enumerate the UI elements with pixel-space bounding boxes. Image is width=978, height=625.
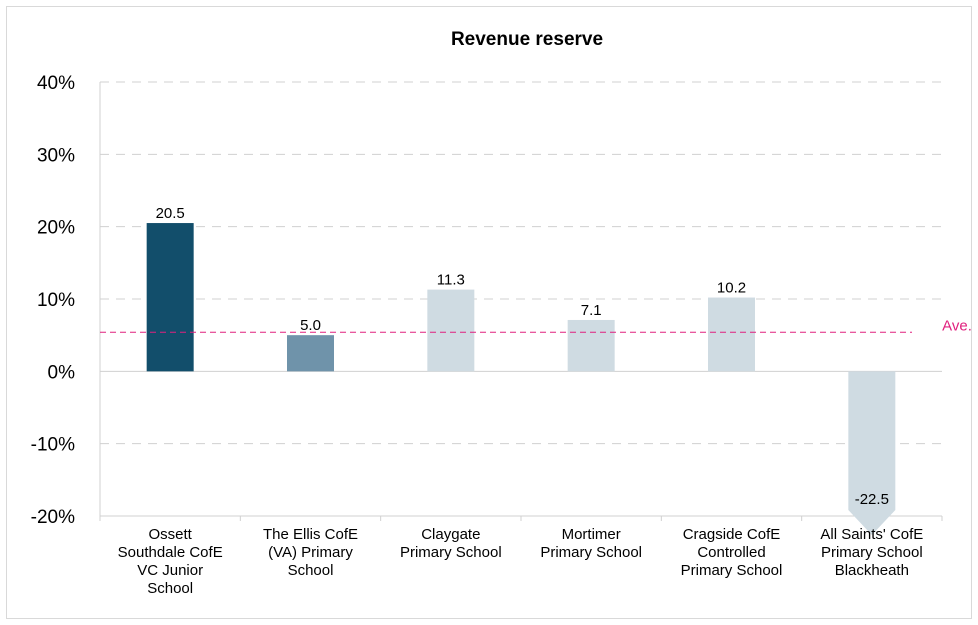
y-tick-label: 40% [37, 73, 75, 94]
average-line-group: Ave. [100, 317, 972, 334]
x-tick-label-line: All Saints' CofE [820, 526, 923, 543]
y-tick-labels: 40% 30% 20% 10% 0% -10% -20% [31, 73, 75, 528]
x-tick-label: Claygate Primary School [400, 526, 502, 561]
x-tick-label-line: Southdale CofE [118, 544, 223, 561]
data-label: 5.0 [300, 317, 321, 334]
x-tick-label-line: (VA) Primary [268, 544, 353, 561]
x-tick-label-line: Primary School [821, 544, 923, 561]
x-tick-label-line: Primary School [540, 544, 642, 561]
data-label: -22.5 [855, 491, 889, 508]
bar [567, 319, 615, 372]
chart-frame: Revenue reserve 20.5 5.0 11.3 7.1 10.2 -22.5 … [6, 6, 972, 619]
bar [427, 289, 475, 372]
data-labels: 20.5 5.0 11.3 7.1 10.2 -22.5 [156, 205, 889, 508]
bar [146, 223, 194, 372]
gridlines [100, 81, 942, 517]
y-tick-label: -10% [31, 435, 75, 456]
data-label: 7.1 [581, 302, 602, 319]
x-tick-label-line: Primary School [681, 562, 783, 579]
x-tick-label-line: Ossett [148, 526, 192, 543]
data-label: 10.2 [717, 280, 746, 297]
x-tick-label-line: Blackheath [835, 562, 909, 579]
x-tick-label-line: The Ellis CofE [263, 526, 358, 543]
bar [848, 371, 896, 535]
x-tick-label-line: Mortimer [562, 526, 621, 543]
y-tick-label: 20% [37, 218, 75, 239]
chart-title: Revenue reserve [451, 29, 603, 50]
axes [99, 82, 943, 521]
x-tick-label-line: VC Junior [137, 562, 203, 579]
x-tick-label-line: Controlled [697, 544, 765, 561]
x-tick-label-line: Claygate [421, 526, 480, 543]
bars [146, 223, 896, 535]
x-tick-label: All Saints' CofE Primary School Blackheath [820, 526, 923, 579]
x-tick-label: Ossett Southdale CofE VC Junior School [118, 526, 223, 597]
x-tick-label: Mortimer Primary School [540, 526, 642, 561]
x-tick-label-line: School [147, 580, 193, 597]
y-tick-label: 10% [37, 290, 75, 311]
y-tick-label: 30% [37, 145, 75, 166]
average-label: Ave. [942, 317, 972, 334]
data-label: 11.3 [437, 272, 465, 289]
x-tick-label-line: School [288, 562, 334, 579]
x-tick-label-line: Cragside CofE [683, 526, 781, 543]
revenue-reserve-chart: Revenue reserve 20.55.011.37.110.2-22.5 … [31, 29, 972, 597]
x-tick-label: The Ellis CofE (VA) Primary School [263, 526, 358, 579]
x-tick-label: Cragside CofE Controlled Primary School [681, 526, 783, 579]
data-label: 20.5 [156, 205, 185, 222]
bar [287, 335, 334, 372]
y-tick-label: -20% [31, 507, 75, 528]
y-tick-label: 0% [48, 362, 76, 383]
bar [708, 297, 755, 372]
x-tick-label-line: Primary School [400, 544, 502, 561]
